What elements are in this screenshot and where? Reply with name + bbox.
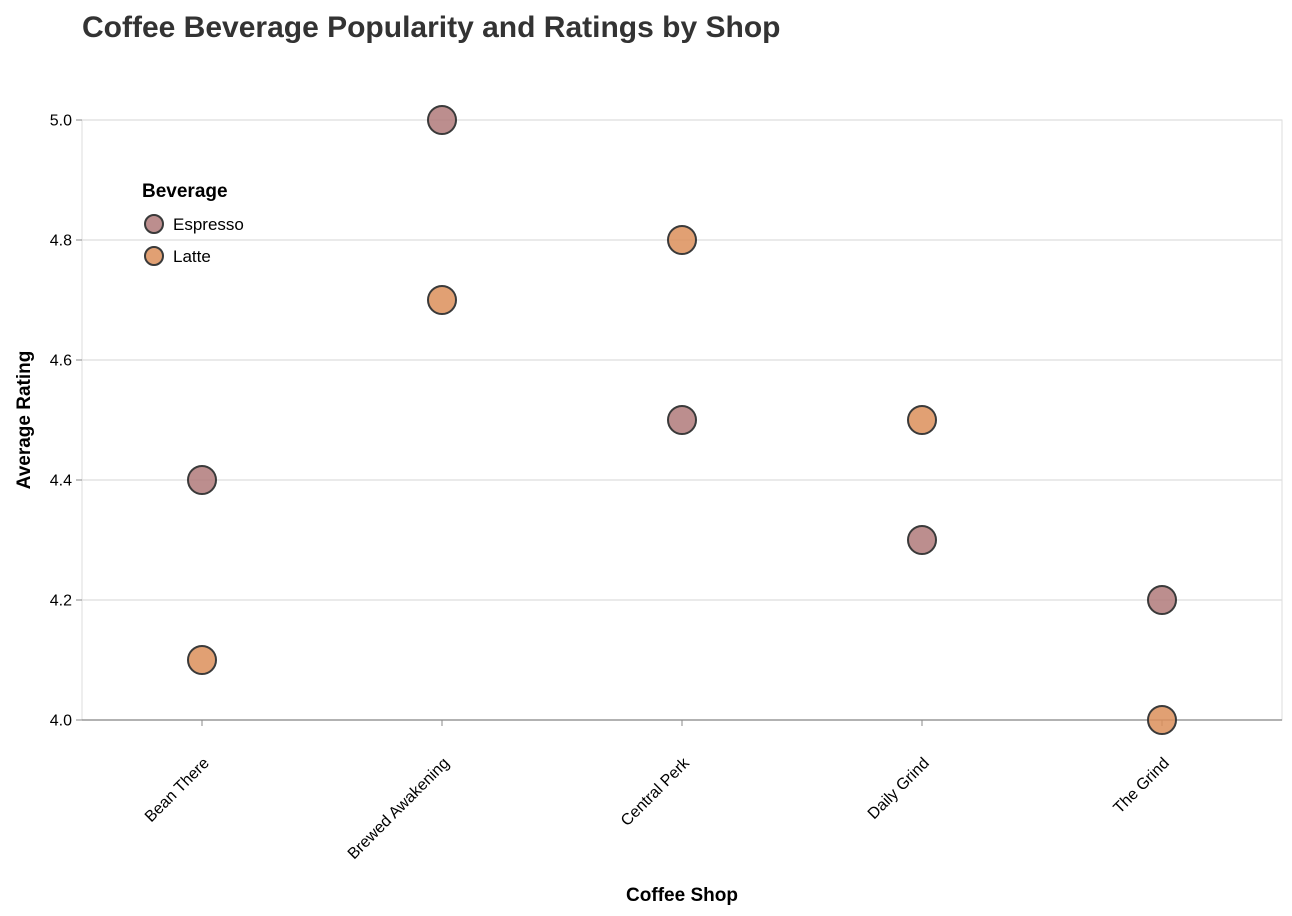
x-axis-title: Coffee Shop xyxy=(626,885,738,906)
y-tick-label: 4.6 xyxy=(50,353,72,370)
x-tick-label: Bean There xyxy=(142,755,213,826)
x-tick-label: The Grind xyxy=(1111,755,1173,817)
y-axis-title: Average Rating xyxy=(14,351,35,490)
point-latte xyxy=(187,645,217,675)
chart-title: Coffee Beverage Popularity and Ratings b… xyxy=(82,11,780,44)
legend-symbol xyxy=(144,246,164,266)
y-tick-label: 4.2 xyxy=(50,593,72,610)
x-tick-label: Brewed Awakening xyxy=(345,755,453,863)
point-espresso xyxy=(907,525,937,555)
point-espresso xyxy=(427,105,457,135)
legend: Beverage Espresso Latte xyxy=(142,181,244,266)
y-tick-label: 5.0 xyxy=(50,113,72,130)
x-tick-label: Daily Grind xyxy=(865,755,933,823)
legend-label: Espresso xyxy=(173,215,244,234)
data-points xyxy=(187,105,1177,735)
y-tick-label: 4.4 xyxy=(50,473,72,490)
point-espresso xyxy=(667,405,697,435)
legend-symbol xyxy=(144,214,164,234)
y-tick-label: 4.8 xyxy=(50,233,72,250)
point-latte xyxy=(667,225,697,255)
y-tick-label: 4.0 xyxy=(50,713,72,730)
point-espresso xyxy=(1147,585,1177,615)
point-latte xyxy=(427,285,457,315)
point-latte xyxy=(1147,705,1177,735)
point-latte xyxy=(907,405,937,435)
legend-title: Beverage xyxy=(142,181,228,202)
x-tick-label: Central Perk xyxy=(618,754,694,830)
point-espresso xyxy=(187,465,217,495)
legend-label: Latte xyxy=(173,247,211,266)
